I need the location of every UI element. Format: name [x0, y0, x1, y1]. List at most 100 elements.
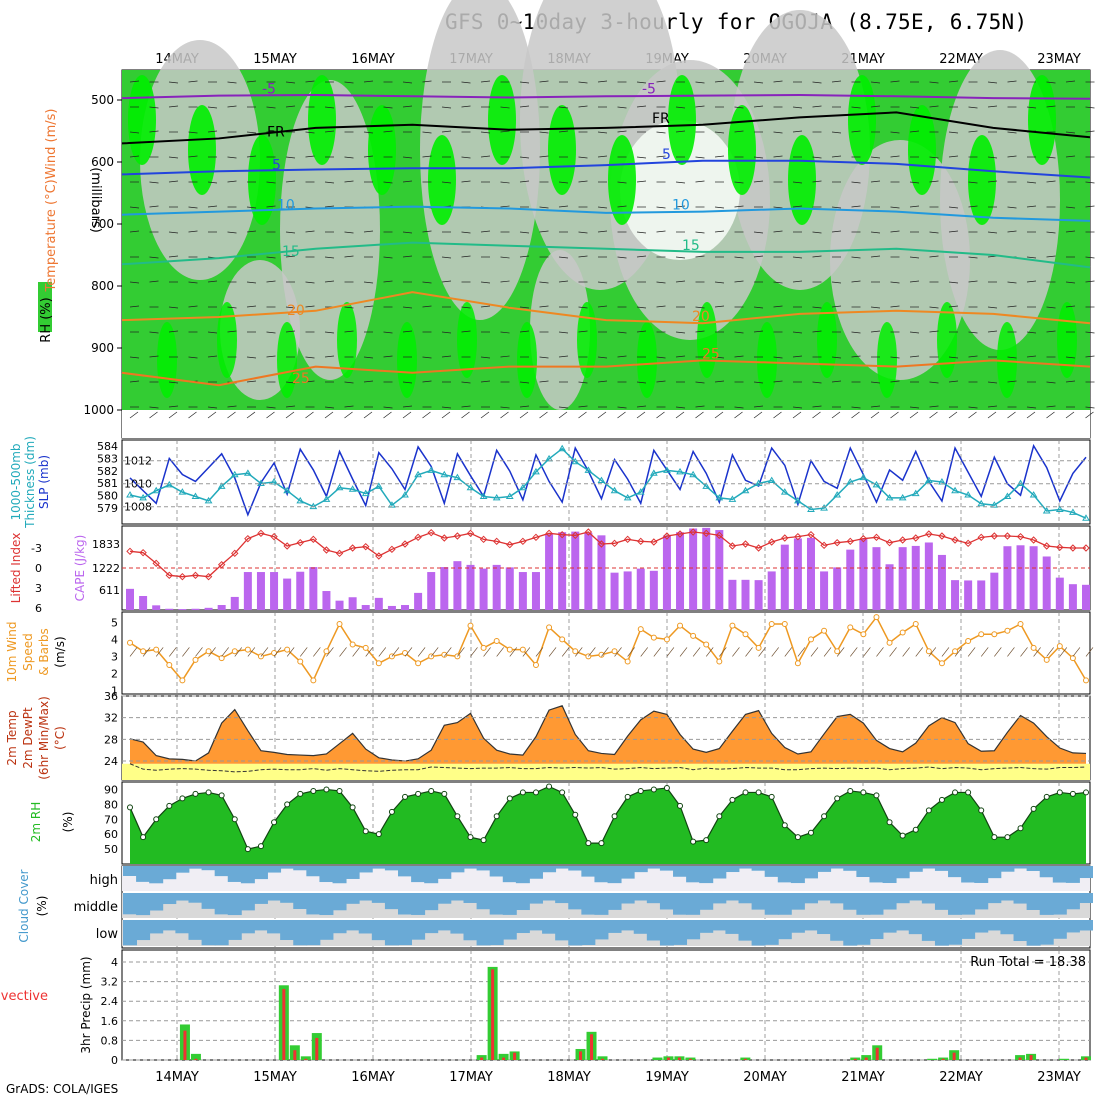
wind-barb — [753, 156, 764, 159]
wind-barb — [363, 80, 374, 83]
precip-tick: 4 — [111, 956, 118, 969]
cloud-bar — [1079, 866, 1093, 879]
wind-barb — [285, 381, 296, 384]
cape-bar — [662, 535, 671, 610]
wind-barb — [656, 80, 666, 83]
cloud-bar — [123, 866, 137, 876]
wind-barb — [675, 406, 686, 409]
cloud-bar — [1013, 866, 1028, 869]
wind-barb — [870, 405, 881, 408]
wind-barb — [695, 81, 705, 84]
wind-speed-point — [703, 641, 710, 648]
lifted-index-point — [335, 549, 344, 558]
cloud-bar — [345, 893, 360, 904]
wind-barb — [247, 647, 256, 657]
cloud-bar — [253, 920, 268, 931]
rh2m-point — [506, 795, 513, 802]
wind-barb — [188, 80, 198, 83]
cloud-bar — [738, 920, 753, 941]
cape-bar — [924, 542, 933, 610]
wind-barb — [890, 411, 899, 419]
wind-barb — [207, 130, 218, 133]
wind-speed-point — [755, 644, 762, 651]
cloud-bar — [515, 920, 530, 934]
wind-barb — [461, 381, 471, 384]
wind-barb — [753, 180, 764, 183]
cloud-bar — [502, 866, 517, 883]
lifted-index-point — [728, 542, 737, 550]
wind-barb — [1026, 331, 1037, 334]
cloud-bar — [345, 866, 360, 879]
cape-bar — [898, 547, 907, 610]
wind-barb — [168, 330, 179, 333]
cape-bar — [126, 588, 134, 610]
rh-tick: 80 — [104, 798, 118, 811]
precip-conv-bar — [875, 1047, 879, 1060]
axis-label: Speed — [21, 633, 35, 671]
wind-barb — [246, 281, 257, 284]
wind-barb — [1007, 380, 1017, 383]
rh2m-point — [847, 787, 854, 794]
wind-speed-point — [284, 646, 291, 653]
thickness-point — [1003, 492, 1012, 499]
cloud-bar — [895, 920, 910, 931]
cloud-bar — [489, 920, 504, 946]
wind-barb — [851, 280, 861, 283]
cloud-bar — [227, 893, 242, 916]
wind-barb — [326, 647, 334, 657]
cloud-bar — [646, 920, 661, 941]
wind-barb — [558, 355, 569, 358]
wind-barb — [773, 206, 783, 209]
wind-barb — [519, 231, 530, 234]
cloud-bar — [253, 893, 268, 904]
contour-label: 10 — [672, 198, 690, 214]
lifted-index-point — [204, 572, 213, 581]
wind-barb — [968, 355, 978, 358]
wind-barb — [1020, 647, 1028, 657]
date-label-top: 23MAY — [1037, 52, 1081, 67]
cloud-bar — [240, 920, 255, 934]
wind-barb — [188, 131, 198, 134]
wind-barb — [1026, 355, 1037, 358]
lifted-index-point — [781, 534, 789, 542]
wind-barb — [714, 80, 725, 83]
cloud-bar — [856, 893, 871, 915]
thickness-point — [204, 496, 213, 504]
rh-legend-swatch — [38, 282, 52, 332]
wind-speed-point — [310, 677, 317, 684]
thickness-point — [649, 469, 658, 476]
wind-barb — [810, 647, 819, 657]
wind-speed-point — [690, 632, 697, 639]
cloud-bar — [1026, 893, 1041, 910]
wind-barb — [890, 206, 900, 209]
rh2m-point — [480, 837, 487, 844]
cloud-bar — [1000, 893, 1015, 901]
cloud-bar — [646, 893, 661, 904]
cape-tick: 1833 — [92, 538, 120, 551]
wind-barb — [771, 647, 779, 657]
wind-barb — [461, 405, 471, 408]
wind-barb — [344, 156, 354, 159]
wind-barb — [168, 105, 179, 108]
axis-label: 2m RH — [29, 802, 43, 843]
thickness-point — [335, 483, 344, 491]
thickness-point — [676, 467, 684, 475]
cloud-bar — [450, 920, 465, 934]
cloud-bar — [528, 866, 543, 879]
wind-barb — [695, 306, 705, 309]
wind-barb — [285, 255, 296, 258]
rh-moist-area — [308, 75, 336, 165]
wind-barb — [207, 411, 217, 419]
wind-barb — [929, 405, 939, 408]
thickness-point — [283, 486, 292, 494]
wind-barb — [285, 81, 296, 84]
wind-barb — [234, 647, 243, 657]
thickness-point — [636, 488, 645, 495]
cloud-bar — [293, 920, 308, 946]
contour-label: 10 — [277, 198, 295, 214]
rh2m-point — [952, 789, 959, 796]
wind-barb — [500, 106, 510, 109]
cloud-bar — [712, 893, 727, 904]
wind-barb — [305, 411, 314, 419]
cloud-bar — [476, 893, 491, 910]
